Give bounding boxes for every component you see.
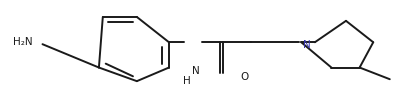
- Text: H: H: [182, 76, 190, 86]
- Text: O: O: [240, 72, 248, 82]
- Text: N: N: [303, 40, 310, 50]
- Text: N: N: [192, 66, 200, 76]
- Text: H₂N: H₂N: [13, 37, 33, 47]
